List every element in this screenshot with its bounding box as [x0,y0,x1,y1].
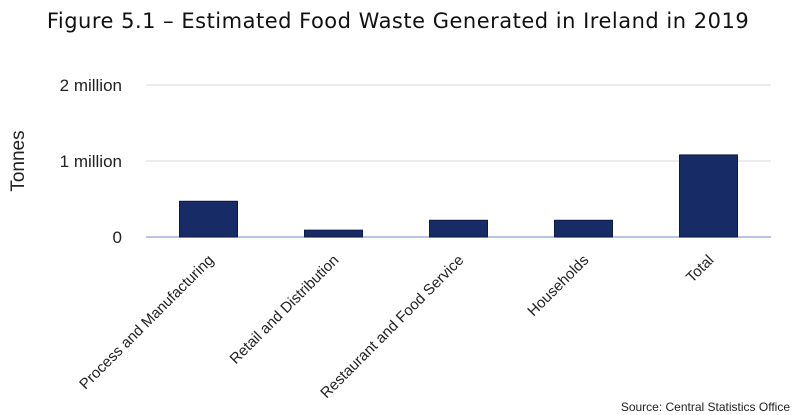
y-tick-label: 1 million [60,152,122,171]
x-tick-label: Total [683,252,717,286]
chart-title: Figure 5.1 – Estimated Food Waste Genera… [47,9,749,33]
y-tick-label: 2 million [60,76,122,95]
source-note: Source: Central Statistics Office [621,400,791,414]
x-tick-label: Households [524,252,592,320]
bar [429,219,488,238]
y-tick-label: 0 [113,228,122,247]
x-tick-label: Retail and Distribution [227,252,343,368]
x-tick-label: Process and Manufacturing [76,252,217,393]
bar [554,219,613,238]
bar [179,200,238,238]
bar [304,229,363,238]
x-tick-label: Restaurant and Food Service [317,252,467,402]
bar [679,154,738,238]
y-axis-label: Tonnes [8,130,29,191]
